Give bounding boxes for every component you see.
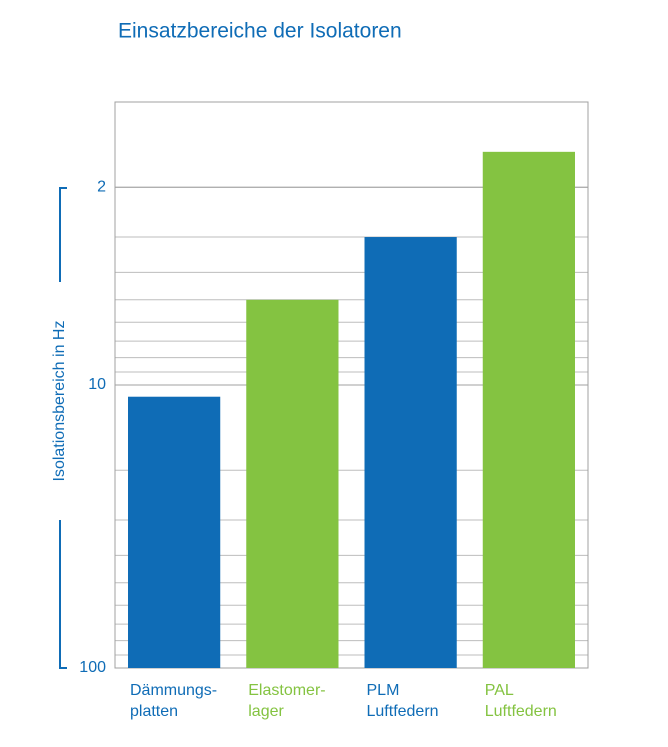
y-tick-label: 100 <box>79 659 106 676</box>
y-tick-label: 10 <box>88 376 106 393</box>
x-tick-label: Luftfedern <box>485 703 557 720</box>
y-tick-label: 2 <box>97 178 106 195</box>
chart-title: Einsatzbereiche der Isolatoren <box>118 20 402 43</box>
x-tick-label: Dämmungs- <box>130 682 217 699</box>
x-tick-label: lager <box>248 703 284 720</box>
bar <box>128 396 221 668</box>
x-tick-label: Luftfedern <box>367 703 439 720</box>
x-tick-label: PAL <box>485 682 514 699</box>
bar <box>364 237 457 668</box>
y-axis-label: Isolationsbereich in Hz <box>51 321 68 482</box>
x-tick-label: PLM <box>367 682 400 699</box>
bar <box>246 299 339 668</box>
x-tick-label: platten <box>130 703 178 720</box>
x-tick-label: Elastomer- <box>248 682 325 699</box>
plot-frame <box>114 101 589 669</box>
bar <box>482 151 575 668</box>
